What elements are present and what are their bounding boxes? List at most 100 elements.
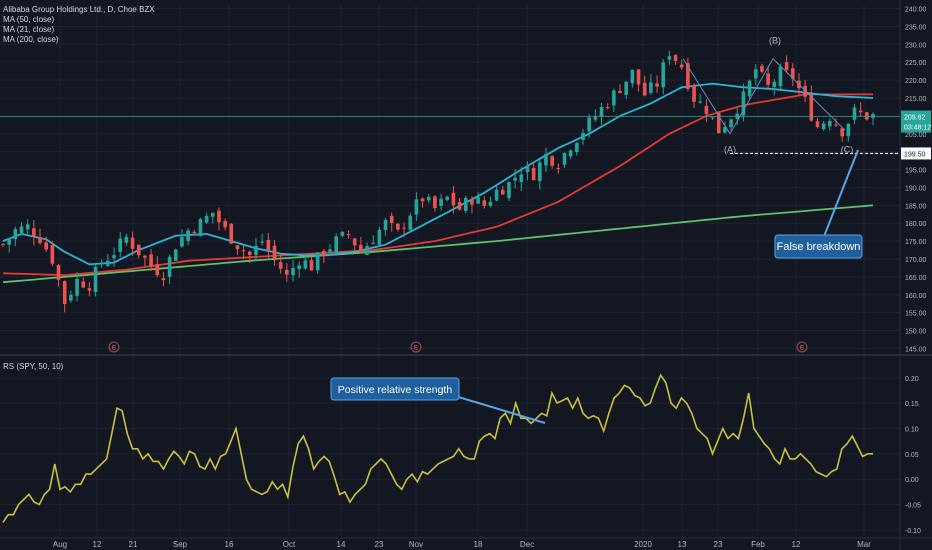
candle-up	[13, 229, 18, 240]
candle-up	[778, 66, 783, 87]
candle-up	[340, 231, 345, 236]
candle-down	[760, 65, 764, 72]
candle-down	[322, 251, 326, 257]
legend-ma200: MA (200, close)	[3, 35, 59, 44]
candle-up	[7, 238, 11, 245]
candle-up	[303, 260, 308, 269]
candle-down	[229, 223, 234, 244]
candle-up	[254, 245, 258, 256]
candle-down	[636, 69, 641, 85]
candle-down	[451, 192, 456, 206]
candle-down	[482, 200, 487, 206]
earnings-marker-icon	[410, 341, 422, 353]
candle-down	[679, 64, 684, 68]
candle-down	[686, 63, 690, 90]
candle-down	[217, 210, 221, 223]
candle-down	[389, 215, 394, 224]
candle-up	[488, 201, 493, 206]
x-tick-label: 12	[93, 540, 102, 549]
candle-down	[359, 244, 363, 253]
candle-up	[852, 107, 857, 120]
price-axis-tick: 220.00	[905, 78, 927, 85]
candle-up	[538, 162, 542, 182]
candle-up	[315, 252, 320, 271]
candle-up	[99, 263, 104, 265]
false-breakdown-box	[774, 234, 863, 259]
candle-up	[710, 117, 715, 119]
earnings-marker-icon	[108, 341, 120, 353]
rs-axis-tick: -0.05	[905, 503, 921, 510]
candle-up	[747, 80, 752, 96]
candle-down	[192, 231, 197, 234]
candle-down	[618, 90, 622, 93]
candle-down	[155, 264, 160, 276]
candle-up	[772, 81, 777, 88]
candle-down	[815, 121, 820, 128]
x-tick-label: 12	[792, 540, 801, 549]
false-breakdown-label: False breakdown	[777, 241, 861, 253]
price-axis-tick: 150.00	[905, 329, 927, 336]
candle-down	[32, 228, 36, 237]
positive-rs-label: Positive relative strength	[338, 384, 453, 396]
candle-up	[383, 219, 388, 230]
countdown-label: 03:48:12	[904, 125, 931, 132]
candle-down	[865, 112, 869, 120]
candle-down	[223, 220, 227, 228]
candle-up	[729, 119, 733, 128]
price-axis-tick: 155.00	[905, 311, 927, 318]
x-tick-label: Nov	[409, 540, 423, 549]
candle-up	[334, 236, 338, 253]
candle-up	[630, 69, 635, 84]
candle-up	[426, 196, 431, 201]
x-tick-label: Mar	[857, 540, 871, 549]
candle-down	[550, 156, 554, 166]
price-axis-tick: 160.00	[905, 293, 927, 300]
candle-down	[87, 288, 92, 291]
x-tick-label: Sep	[173, 540, 188, 549]
candle-up	[118, 238, 123, 252]
candle-down	[420, 198, 425, 202]
candle-up	[575, 142, 579, 153]
price-axis-tick: 235.00	[905, 24, 927, 31]
x-tick-label: 16	[225, 540, 234, 549]
price-axis-tick: 205.00	[905, 132, 927, 139]
candle-down	[402, 227, 406, 229]
earnings-marker-icon	[796, 341, 808, 353]
candle-down	[433, 196, 437, 209]
candle-up	[507, 182, 511, 199]
candle-up	[599, 107, 604, 118]
candle-up	[106, 260, 110, 266]
candle-down	[673, 55, 678, 61]
last-price-label: 209.82	[904, 115, 926, 122]
candle-down	[309, 260, 314, 271]
price-legend: Alibaba Group Holdings Ltd., D, Choe BZX…	[3, 5, 155, 45]
candle-up	[741, 91, 746, 116]
candle-down	[136, 244, 141, 256]
support-price-tag	[901, 147, 931, 160]
support-price-label: 199.50	[904, 151, 926, 158]
candle-up	[698, 101, 703, 103]
candle-down	[130, 237, 135, 249]
candle-up	[667, 56, 672, 60]
candle-down	[834, 124, 838, 126]
candle-up	[525, 166, 530, 173]
candle-up	[828, 120, 832, 127]
candle-up	[167, 256, 172, 277]
x-tick-label: 23	[375, 540, 384, 549]
earnings-marker-label: E	[414, 346, 418, 352]
candle-up	[513, 177, 517, 181]
candle-down	[235, 245, 240, 250]
candle-down	[500, 189, 505, 195]
candle-up	[562, 153, 567, 165]
candle-up	[661, 62, 666, 88]
last-price-tag	[901, 110, 931, 133]
candle-down	[784, 62, 789, 71]
candle-up	[371, 242, 376, 244]
ma21-line	[2, 82, 874, 266]
candle-up	[463, 197, 468, 212]
candle-up	[624, 81, 628, 95]
candle-down	[531, 168, 536, 181]
candle-down	[470, 199, 474, 205]
candle-down	[50, 245, 55, 264]
